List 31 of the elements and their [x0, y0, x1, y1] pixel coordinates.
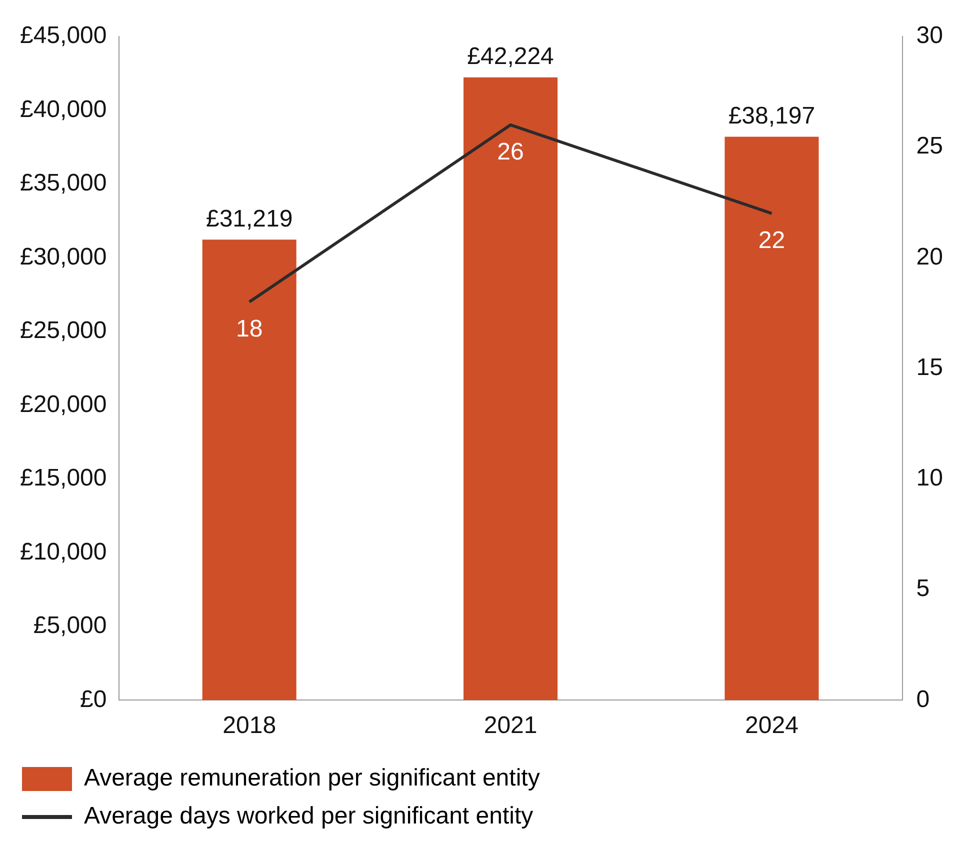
y-tick-label: £15,000 [20, 464, 107, 492]
x-tick-label: 2024 [745, 712, 798, 740]
data-label: 26 [497, 138, 524, 166]
y-tick-label: £30,000 [20, 243, 107, 270]
y2-tick-label: 20 [916, 243, 944, 270]
bar [724, 136, 819, 700]
data-label: £31,219 [206, 205, 293, 232]
y-tick-label: £25,000 [20, 317, 107, 344]
data-label: 22 [758, 227, 786, 254]
data-label: £42,224 [467, 42, 554, 70]
bar [202, 240, 296, 700]
y2-tick-label: 15 [916, 354, 944, 381]
legend-label: Average remuneration per significant entity [84, 764, 540, 792]
x-tick-label: 2021 [484, 712, 538, 740]
legend-label: Average days worked per significant entity [84, 802, 534, 830]
y2-tick-label: 5 [916, 575, 930, 602]
y2-tick-label: 0 [916, 686, 930, 713]
y-tick-label: £35,000 [20, 170, 107, 197]
y-tick-label: £10,000 [20, 538, 107, 566]
y-tick-label: £20,000 [20, 390, 107, 418]
y-tick-label: £0 [80, 686, 107, 713]
y2-tick-label: 25 [916, 132, 944, 160]
x-tick-label: 2018 [222, 712, 276, 740]
y-tick-label: £40,000 [20, 96, 107, 123]
y-tick-label: £45,000 [20, 22, 107, 50]
bar [464, 77, 558, 700]
data-label: 18 [236, 316, 263, 343]
data-label: £38,197 [728, 102, 816, 130]
y2-tick-label: 10 [916, 464, 944, 492]
y2-tick-label: 30 [916, 22, 944, 50]
y-tick-label: £5,000 [33, 612, 107, 640]
